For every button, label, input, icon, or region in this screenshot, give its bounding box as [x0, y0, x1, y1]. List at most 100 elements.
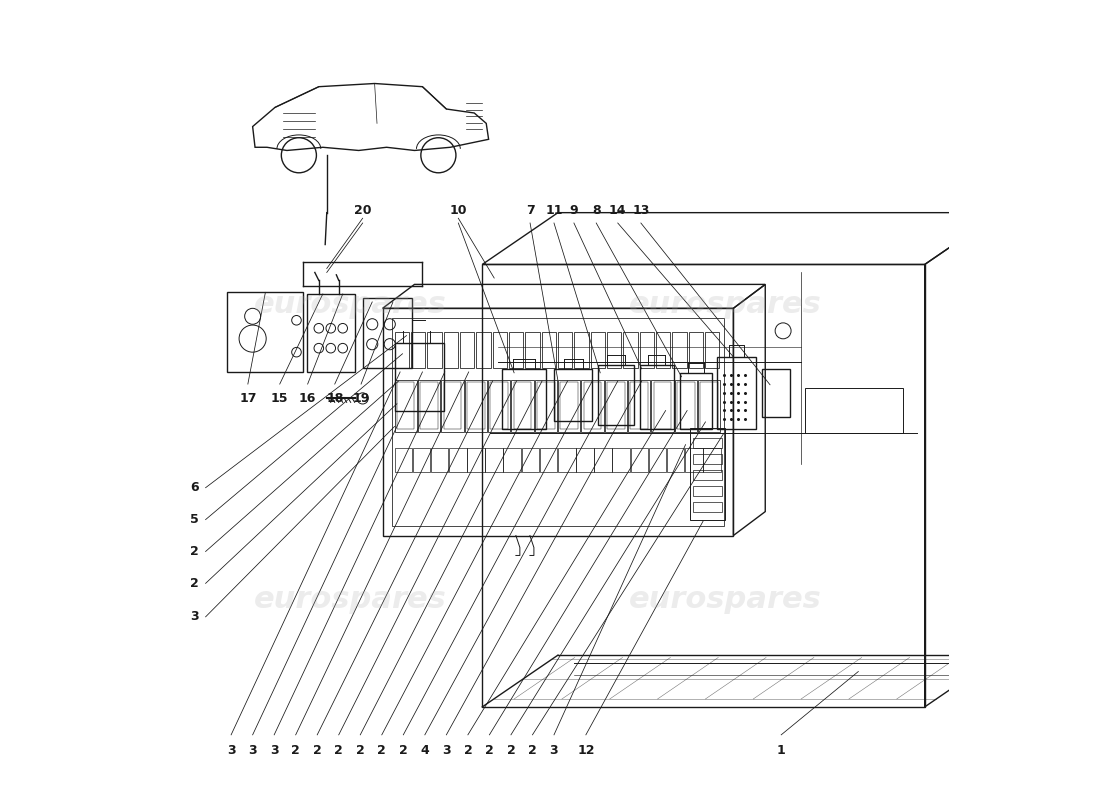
Bar: [392, 318, 724, 526]
Text: 3: 3: [249, 744, 257, 758]
Text: 8: 8: [592, 204, 601, 217]
Bar: [427, 332, 441, 368]
Bar: [449, 448, 466, 472]
Text: 2: 2: [190, 545, 199, 558]
Bar: [597, 365, 634, 425]
Bar: [605, 380, 627, 432]
Bar: [630, 382, 648, 430]
Bar: [395, 332, 409, 368]
Text: 13: 13: [632, 204, 650, 217]
Text: 1: 1: [777, 744, 785, 758]
Bar: [656, 332, 670, 368]
Bar: [693, 486, 723, 496]
Bar: [383, 308, 734, 535]
Bar: [514, 382, 531, 430]
Bar: [491, 382, 508, 430]
Text: 10: 10: [450, 204, 468, 217]
Text: 3: 3: [227, 744, 235, 758]
Bar: [640, 365, 673, 429]
Bar: [558, 448, 575, 472]
Bar: [412, 448, 430, 472]
Bar: [680, 373, 712, 429]
Bar: [649, 448, 667, 472]
Text: 2: 2: [334, 744, 343, 758]
Bar: [693, 502, 723, 512]
Text: 4: 4: [420, 744, 429, 758]
Text: 2: 2: [356, 744, 364, 758]
Bar: [526, 332, 540, 368]
Text: 2: 2: [312, 744, 321, 758]
Bar: [397, 382, 415, 430]
Bar: [509, 332, 524, 368]
Bar: [468, 382, 484, 430]
Text: 7: 7: [526, 204, 535, 217]
Text: eurospares: eurospares: [629, 585, 822, 614]
Text: 2: 2: [463, 744, 472, 758]
Bar: [460, 332, 474, 368]
Text: 20: 20: [354, 204, 372, 217]
Text: 2: 2: [292, 744, 300, 758]
Text: 9: 9: [570, 204, 579, 217]
Bar: [689, 332, 703, 368]
Bar: [574, 332, 589, 368]
Text: 6: 6: [190, 481, 199, 494]
Text: eurospares: eurospares: [254, 585, 447, 614]
Bar: [485, 448, 503, 472]
Bar: [613, 448, 630, 472]
Text: 3: 3: [442, 744, 451, 758]
Bar: [805, 388, 903, 433]
Bar: [581, 380, 604, 432]
Bar: [576, 448, 594, 472]
Text: 3: 3: [270, 744, 278, 758]
Bar: [540, 448, 558, 472]
Bar: [554, 369, 592, 421]
Text: 15: 15: [271, 392, 288, 405]
Bar: [693, 438, 723, 448]
Bar: [521, 448, 539, 472]
Bar: [674, 380, 697, 432]
Text: 17: 17: [239, 392, 256, 405]
Bar: [594, 448, 612, 472]
Bar: [541, 332, 556, 368]
Bar: [717, 357, 756, 429]
Bar: [672, 332, 686, 368]
Text: 18: 18: [326, 392, 343, 405]
Text: 3: 3: [190, 610, 199, 623]
Bar: [431, 448, 449, 472]
Text: 2: 2: [485, 744, 494, 758]
Bar: [363, 298, 412, 368]
Bar: [227, 292, 302, 372]
Text: 2: 2: [528, 744, 537, 758]
Bar: [762, 369, 790, 417]
Bar: [690, 428, 725, 519]
Bar: [395, 380, 417, 432]
Bar: [607, 382, 625, 430]
Bar: [476, 332, 491, 368]
Bar: [693, 470, 723, 480]
Bar: [591, 332, 605, 368]
Bar: [537, 382, 554, 430]
Bar: [653, 382, 671, 430]
Bar: [411, 332, 426, 368]
Bar: [307, 294, 354, 372]
Bar: [493, 332, 507, 368]
Bar: [441, 380, 463, 432]
Bar: [395, 448, 412, 472]
Bar: [482, 265, 925, 707]
Text: eurospares: eurospares: [254, 290, 447, 319]
Bar: [640, 332, 654, 368]
Text: 12: 12: [578, 744, 595, 758]
Bar: [418, 380, 440, 432]
Text: 11: 11: [546, 204, 563, 217]
Bar: [607, 332, 621, 368]
Text: 14: 14: [609, 204, 627, 217]
Text: eurospares: eurospares: [629, 290, 822, 319]
Bar: [667, 448, 684, 472]
Bar: [630, 448, 648, 472]
Bar: [560, 382, 578, 430]
Bar: [503, 369, 546, 429]
Bar: [443, 332, 458, 368]
Text: 2: 2: [190, 577, 199, 590]
Text: 2: 2: [399, 744, 408, 758]
Bar: [628, 380, 650, 432]
